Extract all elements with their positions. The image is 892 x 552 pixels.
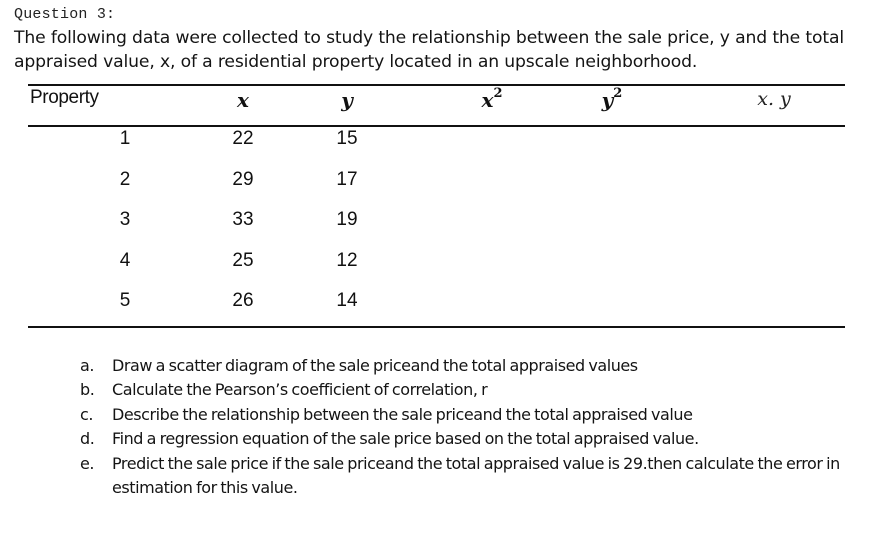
cell-y: 19 <box>336 209 358 230</box>
cell-y: 15 <box>336 128 358 149</box>
cell-x: 29 <box>232 169 254 190</box>
task-text: Find a regression equation of the sale p… <box>112 429 699 449</box>
cell-property: 3 <box>119 209 131 230</box>
header-x-squared-exp: 2 <box>493 86 503 102</box>
cell-y: 17 <box>336 169 358 190</box>
task-text: Calculate the Pearson’s coefficient of c… <box>112 380 488 400</box>
task-letter: d. <box>80 429 95 449</box>
table-top-rule <box>28 84 845 86</box>
table-bottom-rule <box>28 326 845 328</box>
task-letter: b. <box>80 380 95 400</box>
cell-property: 2 <box>119 169 131 190</box>
task-list: a. Draw a scatter diagram of the sale pr… <box>80 354 880 500</box>
header-x-squared-base: x <box>481 88 494 112</box>
header-y: y <box>341 88 353 112</box>
intro-line-2: appraised value, x, of a residential pro… <box>14 52 698 72</box>
header-x: x <box>237 88 249 112</box>
cell-x: 25 <box>232 250 254 271</box>
task-letter: e. <box>80 453 95 473</box>
cell-property: 5 <box>119 290 131 311</box>
task-letter: c. <box>80 404 93 424</box>
task-text: Draw a scatter diagram of the sale price… <box>112 356 638 375</box>
task-item-d: d. Find a regression equation of the sal… <box>80 427 880 451</box>
cell-x: 26 <box>232 290 254 311</box>
header-property: Property <box>30 87 99 108</box>
header-y-squared: y2 <box>601 86 623 112</box>
task-text: Describe the relationship between the sa… <box>112 404 693 424</box>
task-item-e: e. Predict the sale price if the sale pr… <box>80 452 880 501</box>
cell-x: 33 <box>232 209 254 230</box>
table-header-rule <box>28 125 845 127</box>
task-item-a: a. Draw a scatter diagram of the sale pr… <box>80 354 880 378</box>
cell-property: 1 <box>119 128 131 149</box>
task-letter: a. <box>80 356 94 375</box>
cell-x: 22 <box>232 128 254 149</box>
cell-property: 4 <box>119 250 131 271</box>
header-x-squared: x2 <box>481 86 503 112</box>
header-y-squared-base: y <box>601 88 614 112</box>
question-intro: The following data were collected to stu… <box>14 26 884 74</box>
task-item-c: c. Describe the relationship between the… <box>80 403 880 427</box>
task-text: Predict the sale price if the sale price… <box>112 453 840 498</box>
cell-y: 14 <box>336 290 358 311</box>
question-label: Question 3: <box>14 6 116 23</box>
intro-line-1: The following data were collected to stu… <box>14 28 844 48</box>
cell-y: 12 <box>336 250 358 271</box>
task-item-b: b. Calculate the Pearson’s coefficient o… <box>80 378 880 402</box>
header-y-squared-exp: 2 <box>613 86 623 102</box>
header-x-times-y: x. y <box>757 88 791 110</box>
